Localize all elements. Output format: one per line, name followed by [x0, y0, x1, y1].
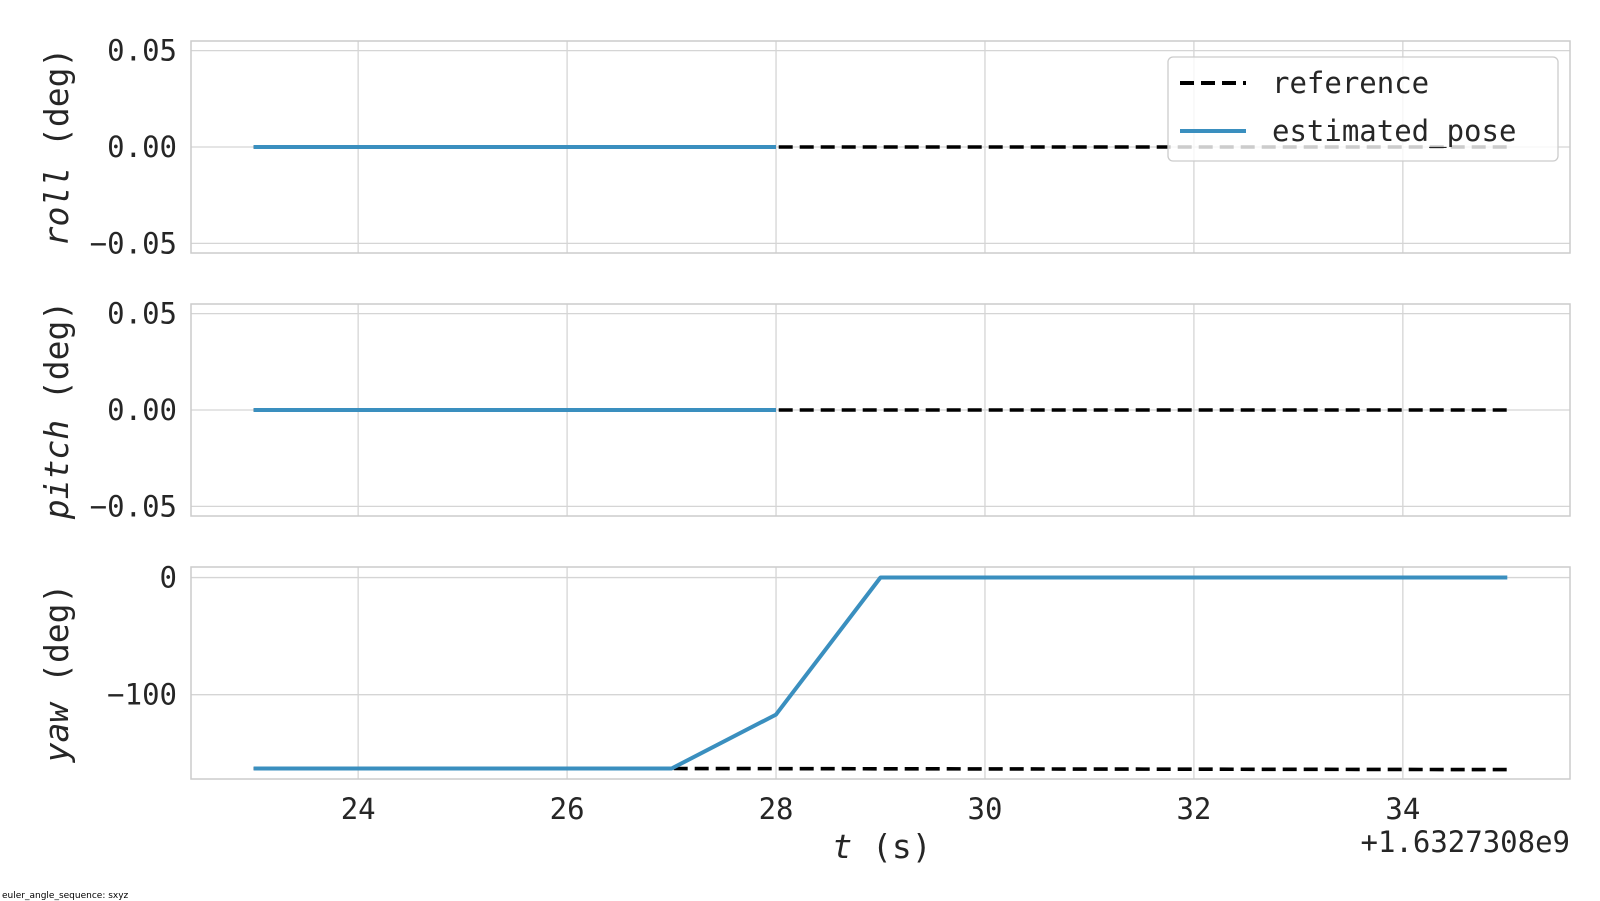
- y-tick-label: 0: [160, 561, 177, 595]
- y-tick-label: −0.05: [90, 226, 177, 260]
- y-tick-label: −100: [107, 678, 177, 712]
- y-axis-label-unit: (deg): [37, 48, 76, 167]
- panel-background: [191, 567, 1570, 779]
- y-tick-label: −0.05: [90, 489, 177, 523]
- x-tick-label: 30: [968, 792, 1003, 826]
- panel-pitch: 0.05 0.00 −0.05 pitch (deg): [37, 297, 1571, 523]
- panel-frame: [190, 303, 1571, 517]
- panel-frame: [190, 566, 1571, 780]
- y-axis-label-var: roll: [37, 167, 76, 246]
- x-tick-label: 24: [341, 792, 376, 826]
- y-axis-label: yaw (deg): [37, 584, 76, 764]
- x-tick-label: 26: [550, 792, 585, 826]
- x-axis-label-var: t: [832, 827, 852, 866]
- footnote: euler_angle_sequence: sxyz: [2, 891, 129, 901]
- panel-yaw: 0 −100 yaw (deg): [37, 561, 1571, 780]
- y-axis-label-unit: (deg): [37, 301, 76, 420]
- legend-label: estimated_pose: [1272, 114, 1516, 149]
- y-axis-label-unit: (deg): [37, 584, 76, 703]
- y-tick-label: 0.00: [107, 393, 177, 427]
- y-tick-label: 0.05: [107, 34, 177, 68]
- x-axis-label: t (s): [832, 827, 931, 866]
- y-axis-label: pitch (deg): [37, 301, 76, 521]
- y-axis-label: roll (deg): [37, 48, 76, 247]
- legend-label: reference: [1272, 66, 1429, 100]
- panel-frame: [190, 40, 1571, 254]
- y-tick-label: 0.00: [107, 130, 177, 164]
- x-tick-label: 32: [1176, 792, 1211, 826]
- y-axis-label-var: pitch: [37, 420, 76, 520]
- legend-box: [1167, 56, 1559, 162]
- legend: reference estimated_pose: [1167, 56, 1559, 162]
- x-tick-label: 28: [759, 792, 794, 826]
- x-axis: +1.6327308e9 t (s) 24 26 28 30 32 34: [341, 792, 1570, 866]
- x-offset-label: +1.6327308e9: [1360, 825, 1570, 859]
- y-tick-label: 0.05: [107, 297, 177, 331]
- series-line-estimated_pose: [253, 575, 1508, 771]
- x-axis-label-unit: (s): [852, 827, 931, 866]
- x-tick-label: 34: [1385, 792, 1420, 826]
- y-axis-label-var: yaw: [37, 701, 76, 764]
